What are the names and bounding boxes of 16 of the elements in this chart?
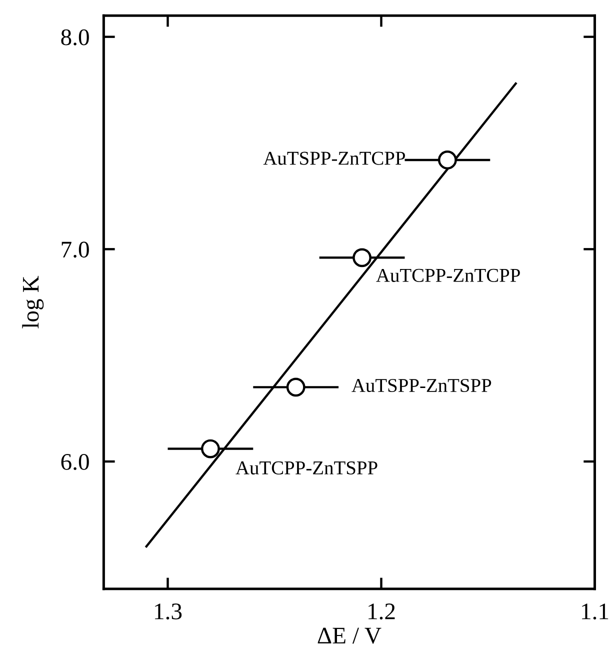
y-tick-label: 7.0 bbox=[62, 242, 89, 258]
annotation: AuTCPP-ZnTCPP bbox=[376, 268, 520, 282]
annotation: AuTCPP-ZnTSPP bbox=[236, 461, 378, 474]
point bbox=[286, 378, 306, 397]
point bbox=[352, 248, 372, 268]
x-tick-label: 1.2 bbox=[368, 604, 395, 620]
annotation: AuTSPP-ZnTCPP bbox=[263, 152, 405, 165]
y-tick-label: 8.0 bbox=[61, 29, 89, 46]
y-tick-label: 6.0 bbox=[61, 454, 89, 470]
y-axis-title: log K bbox=[22, 276, 44, 328]
x-axis-title: ΔE / V bbox=[318, 628, 382, 644]
x-tick-label: 1.1 bbox=[582, 604, 608, 620]
point bbox=[201, 439, 220, 458]
point bbox=[438, 150, 457, 170]
x-tick-label: 1.3 bbox=[155, 604, 182, 620]
annotation: AuTSPP-ZnTSPP bbox=[352, 378, 492, 392]
